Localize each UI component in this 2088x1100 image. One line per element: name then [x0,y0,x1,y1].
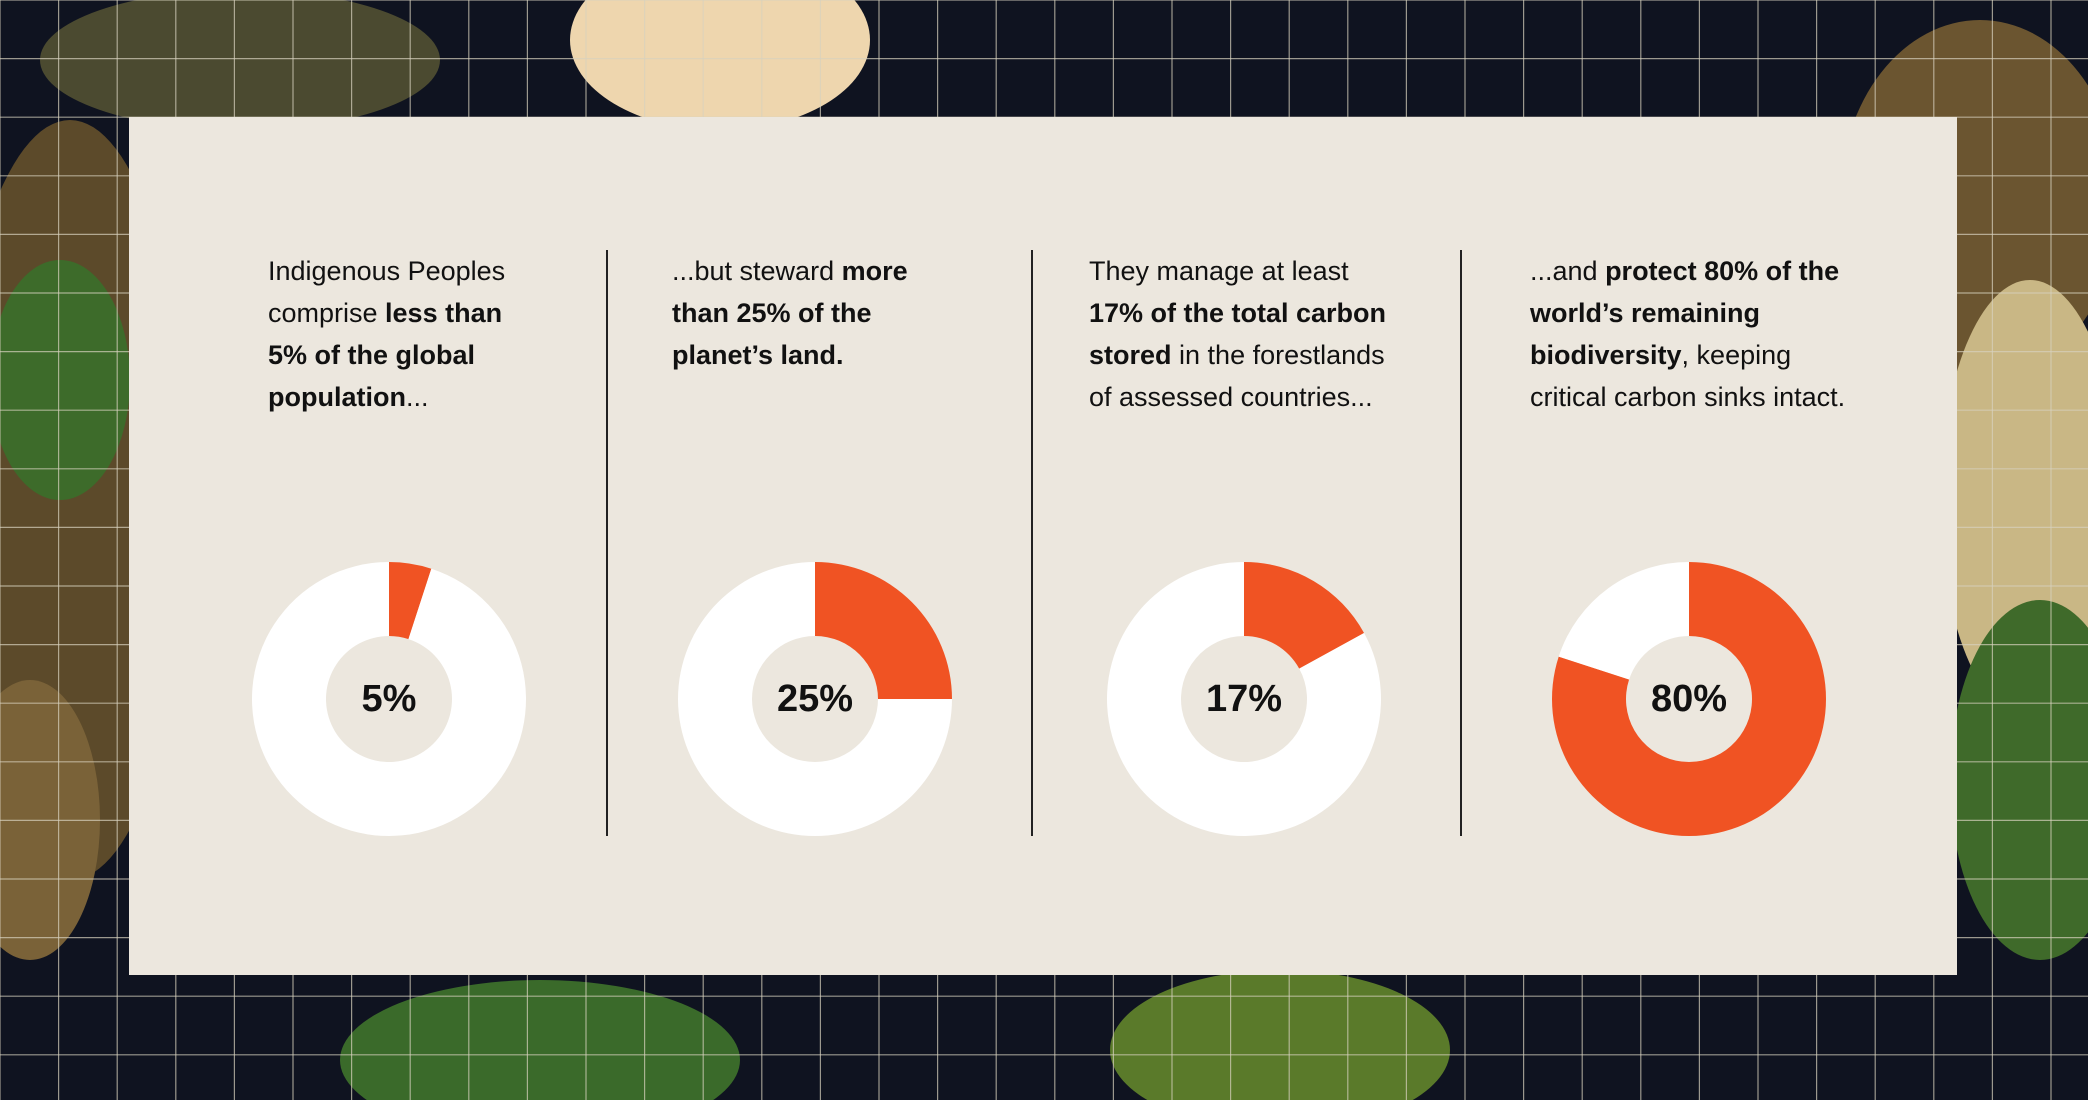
text: ... [405,382,429,412]
center-label: 25% [777,678,853,720]
text: , keeping critical carbon sinks intact. [1530,340,1846,412]
bold-text: less than 5% of the global population [268,298,503,412]
bold-text: more than 25% of the planet’s land. [672,256,908,370]
divider [606,250,608,836]
text: ...and [1530,256,1606,286]
description: ...and protect 80% of the world’s remain… [1530,250,1865,418]
center-label: 5% [362,678,417,720]
bold-text: 17% of the total carbon stored [1089,298,1387,370]
donut-slice [678,562,952,836]
bold-text: protect 80% of the world’s remaining bio… [1530,256,1840,370]
donut-slice [389,562,432,640]
donut-slice [1106,562,1381,836]
divider [1031,250,1033,836]
description: They manage at least 17% of the total ca… [1089,250,1409,418]
land [340,980,740,1100]
text: Indigenous Peoples comprise [268,256,506,328]
donut-slice [1551,562,1826,836]
donut-slice [252,562,526,836]
donut-slice [1558,562,1689,680]
description: Indigenous Peoples comprise less than 5%… [268,250,528,418]
center-label: 80% [1651,678,1727,720]
description: ...but steward more than 25% of the plan… [672,250,932,376]
text: They manage at least [1089,256,1349,286]
panel [129,117,1957,975]
land [1950,600,2088,960]
center-label: 17% [1206,678,1282,720]
donut-slice [1244,562,1365,669]
land [40,0,440,130]
land [1110,970,1450,1100]
divider [1460,250,1462,836]
land [0,260,130,500]
text: ...but steward [672,256,842,286]
text: in the forestlands of assessed countries… [1089,340,1385,412]
donut-slice [815,562,952,699]
